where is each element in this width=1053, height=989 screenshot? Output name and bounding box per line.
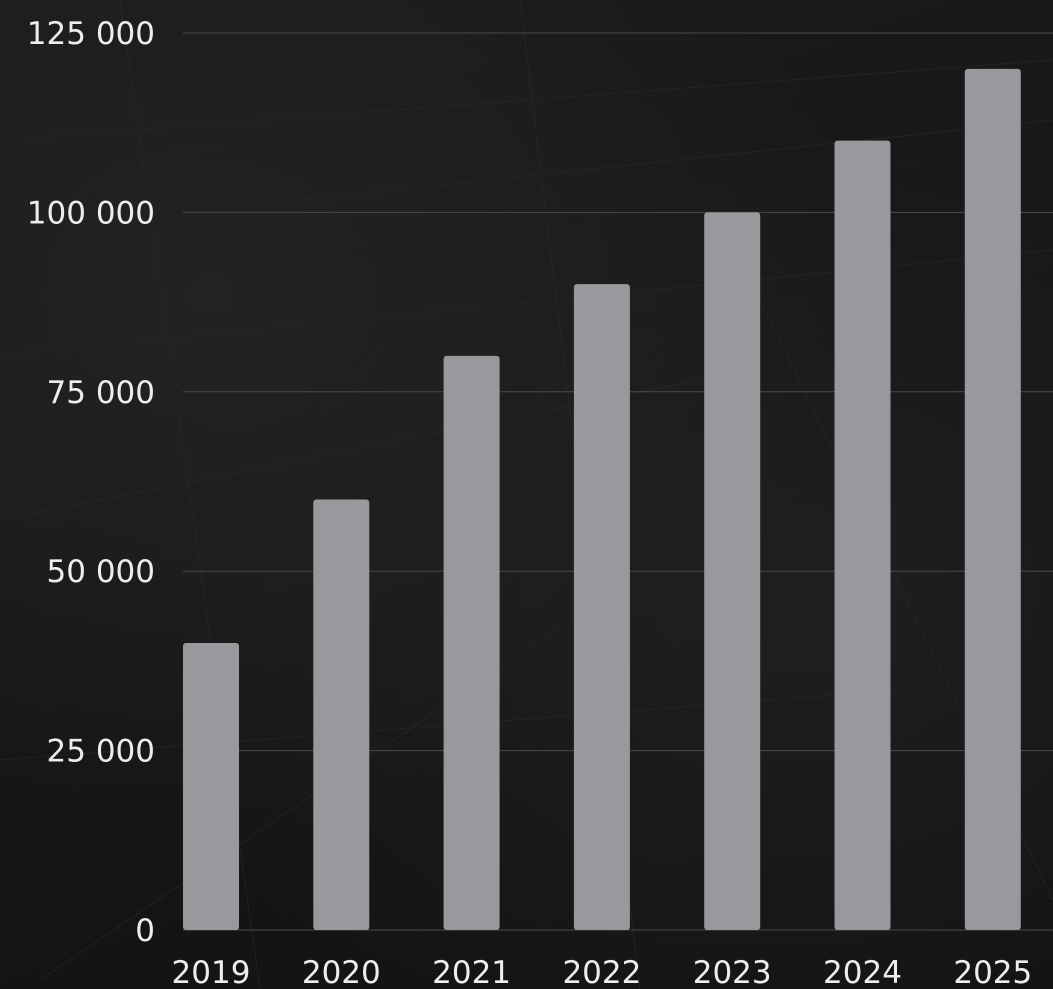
x-tick-label: 2023 [693, 955, 772, 989]
x-tick-label: 2019 [172, 955, 251, 989]
bar-2024 [834, 140, 891, 930]
bar-2020 [313, 499, 370, 930]
y-tick-label: 0 [135, 913, 155, 949]
y-tick-label: 50 000 [47, 554, 155, 590]
y-tick-label: 100 000 [27, 195, 155, 231]
x-tick-label: 2022 [562, 955, 641, 989]
x-tick-label: 2025 [953, 955, 1032, 989]
x-tick-label: 2024 [823, 955, 902, 989]
x-tick-label: 2021 [432, 955, 511, 989]
y-tick-label: 125 000 [27, 16, 155, 52]
texture-scratch [299, 119, 1053, 201]
bars-group [183, 68, 1021, 930]
y-tick-label: 75 000 [47, 375, 155, 411]
bar-2025 [964, 68, 1021, 930]
bar-2019 [183, 642, 239, 930]
y-tick-label: 25 000 [47, 734, 155, 770]
x-axis-ticks: 2019 2020 2021 2022 2023 2024 2025 [172, 955, 1033, 989]
bar-2021 [443, 355, 500, 930]
bar-2023 [704, 212, 761, 930]
y-axis-ticks: 0 25 000 50 000 75 000 100 000 125 000 [27, 16, 155, 949]
bar-2022 [573, 284, 630, 930]
x-tick-label: 2020 [302, 955, 381, 989]
texture-scratch [0, 59, 1053, 141]
